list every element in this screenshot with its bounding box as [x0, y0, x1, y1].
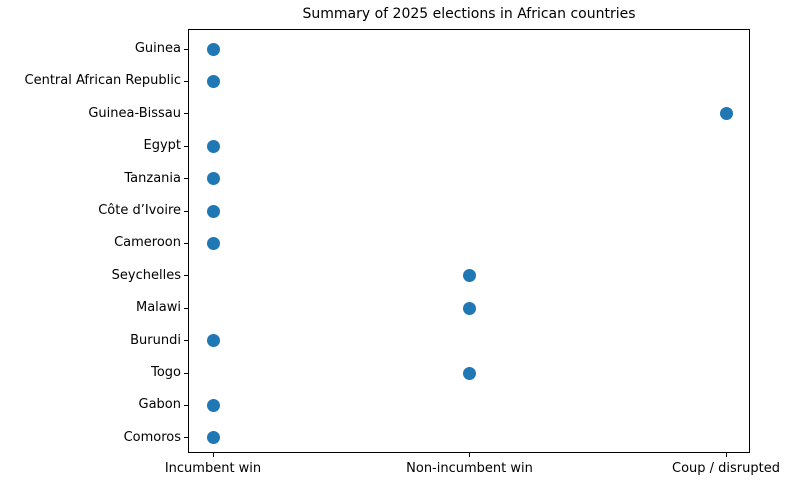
data-point — [463, 301, 476, 315]
y-tick-label: Tanzania — [124, 170, 181, 186]
y-tick-label: Guinea-Bissau — [88, 105, 181, 121]
y-tick-mark — [184, 307, 188, 309]
x-tick-mark — [212, 453, 214, 457]
y-tick-label: Central African Republic — [24, 73, 181, 89]
data-point — [206, 139, 220, 153]
y-tick-label: Seychelles — [111, 267, 181, 283]
data-point — [206, 236, 220, 250]
data-point — [206, 42, 220, 56]
y-tick-label: Egypt — [143, 138, 181, 154]
y-tick-mark — [184, 340, 188, 342]
x-tick-label: Non-incumbent win — [406, 461, 533, 476]
x-tick-label: Coup / disrupted — [672, 461, 780, 476]
x-tick-mark — [469, 453, 470, 457]
x-tick-mark — [725, 453, 727, 457]
chart-title: Summary of 2025 elections in African cou… — [302, 6, 636, 22]
y-tick-mark — [184, 178, 188, 180]
data-point — [463, 269, 476, 283]
data-point — [719, 107, 733, 121]
data-point — [206, 431, 220, 445]
data-point — [206, 204, 220, 218]
data-point — [463, 366, 476, 380]
y-tick-label: Guinea — [134, 41, 181, 56]
y-tick-label: Togo — [151, 365, 181, 380]
y-tick-mark — [184, 275, 188, 277]
y-tick-mark — [184, 80, 188, 82]
data-point — [206, 74, 220, 88]
y-tick-label: Côte d’Ivoire — [98, 203, 181, 218]
y-tick-mark — [184, 113, 188, 115]
y-tick-mark — [184, 210, 188, 212]
y-tick-mark — [184, 437, 188, 439]
y-tick-mark — [184, 242, 188, 244]
data-point — [206, 398, 220, 412]
y-tick-mark — [184, 145, 188, 147]
y-tick-label: Burundi — [130, 332, 181, 348]
y-tick-mark — [184, 404, 188, 406]
y-tick-label: Cameroon — [114, 235, 181, 251]
y-tick-mark — [184, 48, 188, 50]
data-point — [206, 172, 220, 186]
y-tick-mark — [184, 372, 188, 374]
y-tick-label: Malawi — [135, 300, 181, 316]
plot-area — [188, 29, 750, 453]
y-tick-label: Comoros — [123, 429, 181, 445]
x-tick-label: Incumbent win — [164, 461, 262, 476]
y-tick-label: Gabon — [138, 397, 182, 413]
data-point — [206, 334, 220, 348]
